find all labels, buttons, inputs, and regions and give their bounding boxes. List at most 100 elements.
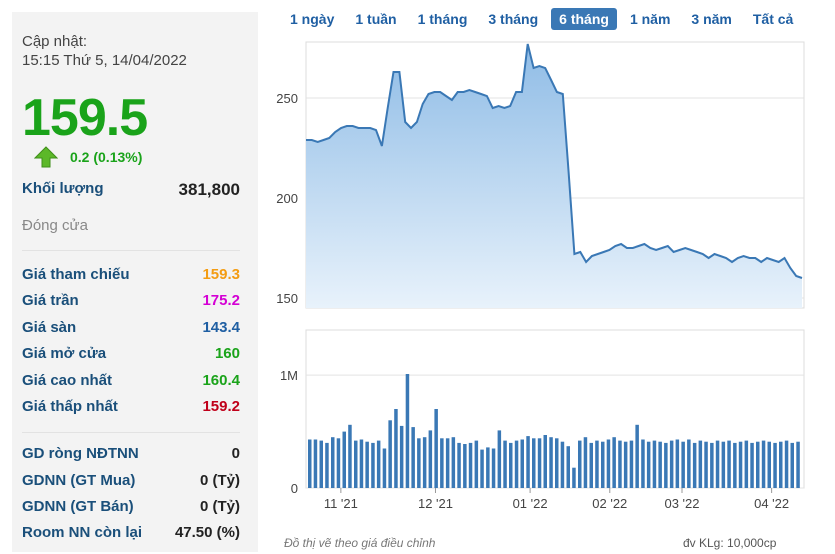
foreign-row: GD ròng NĐTNN 0 [22,445,240,462]
volume-bar [457,442,461,488]
volume-bar [514,440,519,488]
price-value: 143.4 [202,319,240,336]
x-tick-label: 01 '22 [513,496,548,511]
price-row-high: Giá cao nhất 160.4 [22,372,240,389]
volume-bar [365,441,369,488]
x-tick-label: 11 '21 [324,496,358,511]
volume-bar [532,438,536,488]
foreign-value: 47.50 (%) [174,524,240,541]
arrow-up-icon [34,146,58,168]
volume-bar [750,442,754,488]
volume-bar [601,441,605,488]
volume-bar [583,437,588,488]
volume-bar [721,441,726,488]
volume-bar [480,449,484,488]
volume-bar [761,440,766,488]
stock-chart: 150 200 250 0 1M 11 '21 12 '21 01 '22 02 '22 03 '… [276,41,805,511]
volume-bar [589,442,593,488]
foreign-row: GDNN (GT Mua) 0 (Tỷ) [22,472,240,489]
volume-bar [486,447,490,488]
volume-bar [428,430,433,488]
price-label: Giá tham chiếu [22,266,130,283]
divider [22,250,240,251]
tab-1-year[interactable]: 1 năm [629,11,671,27]
volume-bar [371,442,375,488]
volume-bar [497,430,502,488]
volume-bar [692,442,697,488]
price-tick-label: 250 [276,91,298,106]
volume-bar [652,440,657,488]
volume-bar [319,440,323,488]
foreign-value: 0 (Tỷ) [199,498,240,515]
volume-bar [382,448,387,488]
volume-bar [509,442,513,488]
foreign-row: Room NN còn lại 47.50 (%) [22,524,240,541]
price-value: 160.4 [202,372,240,389]
volume-bar [595,440,599,488]
volume-bar [756,441,760,488]
volume-bar [354,440,358,488]
volume-bar [646,441,651,488]
price-tick-label: 200 [276,191,298,206]
volume-bar [359,439,364,488]
price-value: 160 [214,345,240,362]
volume-bar [687,439,691,488]
market-status: Đóng cửa [22,217,88,234]
price-value: 159.3 [202,266,240,283]
tab-3-months[interactable]: 3 tháng [488,11,539,27]
volume-bar [635,424,639,488]
price-label: Giá sàn [22,319,77,336]
volume-bar [526,436,530,488]
volume-bar [658,441,662,488]
x-tick-label: 04 '22 [754,496,789,511]
volume-bar [572,467,576,488]
volume-bar [474,440,479,488]
volume-bar [348,424,352,488]
volume-bar [623,441,628,488]
volume-bar [675,439,680,488]
updated-info: Cập nhật: 15:15 Thứ 5, 14/04/2022 [22,32,187,70]
volume-row: Khối lượng 381,800 [22,180,240,200]
volume-bar [405,374,410,488]
volume-bar [773,442,777,488]
volume-bar [422,437,427,488]
tab-1-week[interactable]: 1 tuần [355,11,397,27]
volume-bar [434,409,438,488]
foreign-row: GDNN (GT Bán) 0 (Tỷ) [22,498,240,515]
volume-label: Khối lượng [22,180,104,197]
volume-bar [727,440,731,488]
volume-bar [560,441,565,488]
current-price: 159.5 [22,89,148,147]
volume-bar [376,440,381,488]
price-area [306,44,802,308]
tab-6-months[interactable]: 6 tháng [551,8,617,30]
foreign-label: GD ròng NĐTNN [22,445,139,462]
volume-tick-label: 1M [280,368,298,383]
tab-3-years[interactable]: 3 năm [691,11,732,27]
volume-bar [411,427,415,488]
volume-bar [308,439,312,488]
tab-1-month[interactable]: 1 tháng [417,11,468,27]
foreign-label: GDNN (GT Mua) [22,472,136,489]
volume-bar [578,440,582,488]
volume-bar [537,438,542,488]
price-row-floor: Giá sàn 143.4 [22,319,240,336]
updated-label: Cập nhật: [22,33,88,50]
price-row-ceiling: Giá trần 175.2 [22,292,240,309]
price-row-reference: Giá tham chiếu 159.3 [22,266,240,283]
tab-all[interactable]: Tất cả [752,11,794,27]
volume-bar [445,438,450,488]
price-line [306,43,803,279]
price-value: 159.2 [202,398,240,415]
volume-bar [618,440,622,488]
volume-bar [325,442,329,488]
volume-bar [331,437,335,488]
volume-bar [463,444,467,488]
price-change: 0.2 (0.13%) [34,146,142,168]
volume-bar [629,440,634,488]
volume-bar [543,435,547,488]
volume-bar [440,438,444,488]
volume-unit: đv KLg: 10,000cp [683,536,777,550]
tab-1-day[interactable]: 1 ngày [290,11,335,27]
volume-bar [796,441,800,488]
